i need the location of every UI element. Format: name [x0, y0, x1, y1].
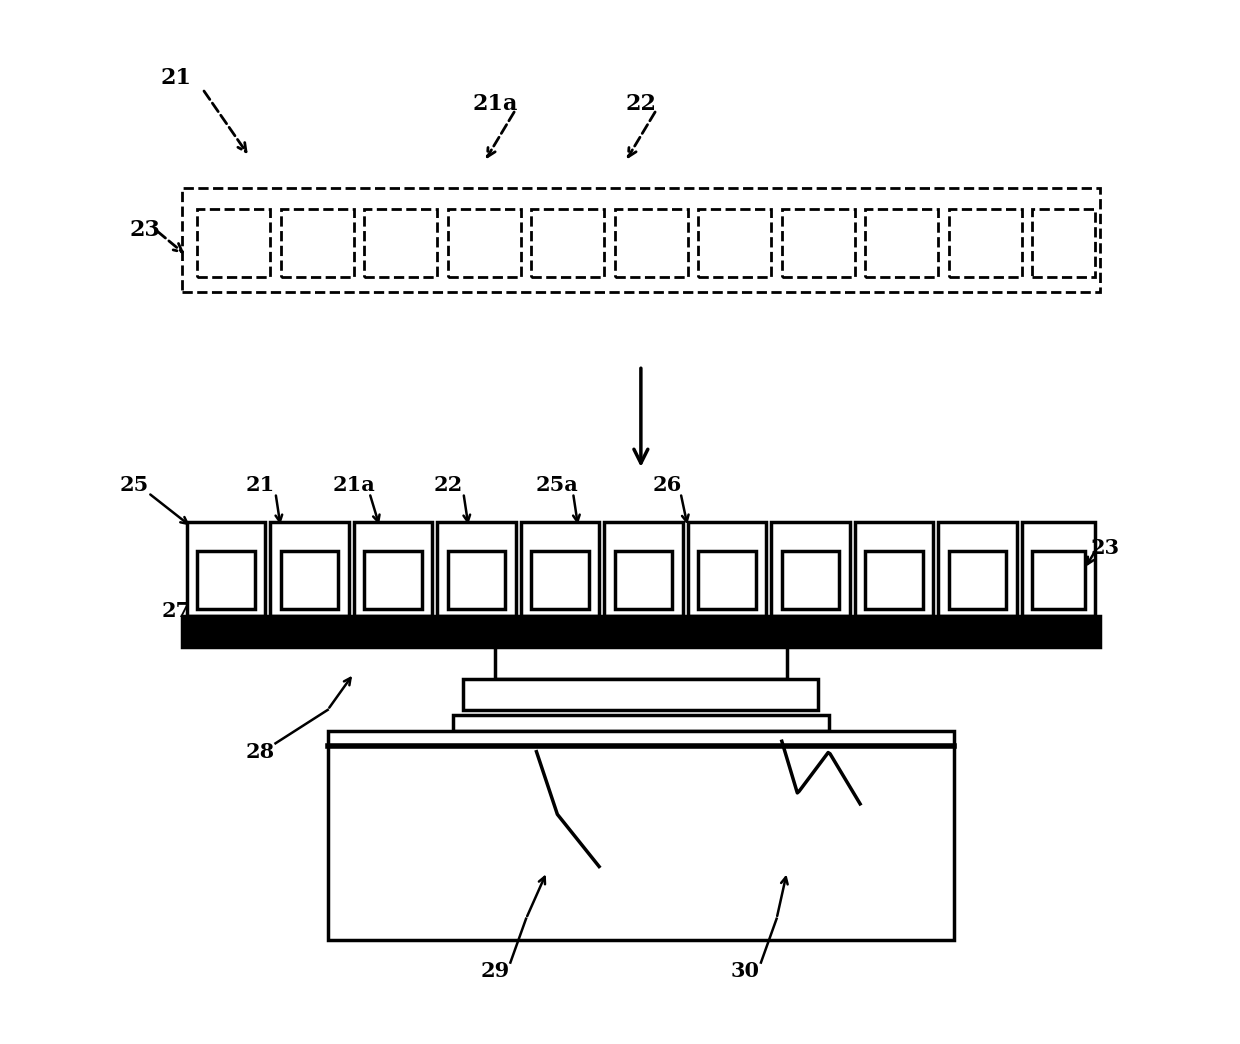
Bar	[438, 522, 516, 616]
Bar	[181, 616, 1100, 647]
Text: 25a: 25a	[536, 475, 579, 496]
Bar	[197, 551, 254, 609]
Bar	[949, 551, 1007, 609]
Bar	[448, 551, 505, 609]
Bar	[698, 551, 755, 609]
Bar	[464, 679, 818, 710]
Text: 23: 23	[129, 218, 160, 241]
Bar	[866, 551, 923, 609]
Bar	[782, 551, 839, 609]
Text: 21a: 21a	[472, 93, 517, 116]
Text: 22: 22	[433, 475, 463, 496]
Bar	[521, 522, 599, 616]
Bar	[353, 522, 432, 616]
Text: 23: 23	[1091, 538, 1120, 559]
Bar	[615, 551, 672, 609]
Bar	[854, 522, 934, 616]
Text: 22: 22	[625, 93, 656, 116]
Bar	[280, 551, 339, 609]
Bar	[453, 715, 828, 731]
Bar	[939, 522, 1017, 616]
Bar	[771, 522, 849, 616]
Bar	[1022, 522, 1095, 616]
Bar	[365, 551, 422, 609]
Bar	[1033, 551, 1085, 609]
Bar	[531, 551, 589, 609]
Text: 21a: 21a	[332, 475, 376, 496]
Text: 27: 27	[161, 600, 191, 621]
Bar	[327, 731, 954, 940]
Bar	[270, 522, 348, 616]
Text: 21: 21	[246, 475, 274, 496]
Text: 29: 29	[480, 960, 510, 981]
Bar	[688, 522, 766, 616]
Text: 28: 28	[246, 741, 274, 762]
Text: 26: 26	[652, 475, 682, 496]
Text: 25: 25	[120, 475, 149, 496]
Text: 30: 30	[730, 960, 760, 981]
Bar	[495, 647, 787, 679]
Bar	[187, 522, 265, 616]
Text: 21: 21	[161, 67, 192, 90]
Bar	[604, 522, 683, 616]
